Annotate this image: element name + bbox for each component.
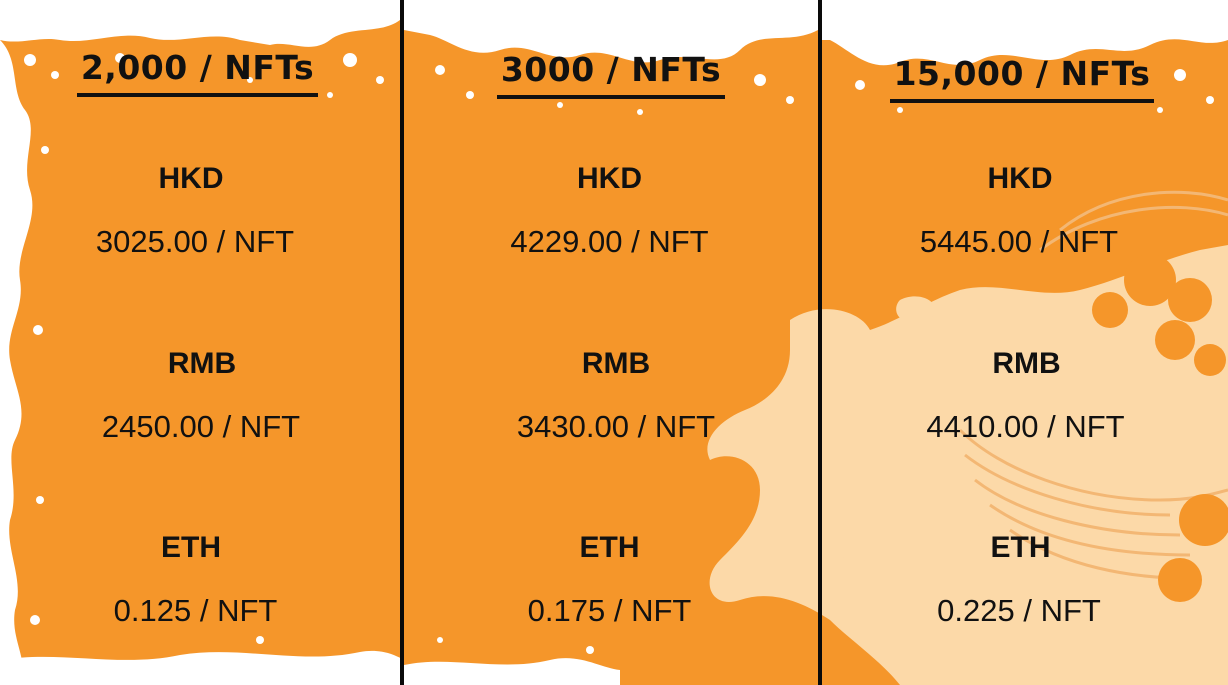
bottom-splatter [0,636,620,685]
left-splatter [0,40,49,685]
currency-label-eth: ETH [161,531,221,564]
price-value-rmb: 3430.00 / NFT [516,409,716,444]
tier-title-text: 2,000 / NFTs [76,48,319,97]
currency-label-rmb: RMB [992,347,1061,380]
price-value-rmb: 4410.00 / NFT [926,409,1125,444]
price-value-eth: 0.125 / NFT [113,593,278,628]
tier-title: 15,000 / NFTs [816,54,1228,103]
column-divider-1 [400,0,404,685]
currency-label-hkd: HKD [158,162,224,195]
currency-label-rmb: RMB [167,347,237,380]
tier-title: 2,000 / NFTs [0,48,400,97]
price-value-hkd: 3025.00 / NFT [95,224,295,259]
top-splatter [0,0,1228,115]
column-divider-2 [818,0,822,685]
tier-title-text: 3000 / NFTs [496,50,726,99]
price-value-hkd: 5445.00 / NFT [919,224,1119,259]
currency-label-rmb: RMB [581,347,651,380]
price-value-eth: 0.225 / NFT [937,593,1101,628]
tier-column-2: 3000 / NFTs HKD 4229.00 / NFT RMB 3430.0… [404,0,818,685]
price-value-eth: 0.175 / NFT [527,593,692,628]
currency-label-hkd: HKD [987,162,1053,195]
price-value-hkd: 4229.00 / NFT [510,224,709,259]
tier-column-3: 15,000 / NFTs HKD 5445.00 / NFT RMB 4410… [822,0,1228,685]
currency-label-hkd: HKD [577,162,642,195]
tier-title-text: 15,000 / NFTs [889,54,1155,103]
currency-label-eth: ETH [579,531,640,564]
price-value-rmb: 2450.00 / NFT [101,409,301,444]
currency-label-eth: ETH [990,531,1051,564]
produce-blobs [1092,254,1228,602]
tier-title: 3000 / NFTs [404,50,818,99]
tier-column-1: 2,000 / NFTs HKD 3025.00 / NFT RMB 2450.… [0,0,400,685]
map-shape [707,245,1228,685]
